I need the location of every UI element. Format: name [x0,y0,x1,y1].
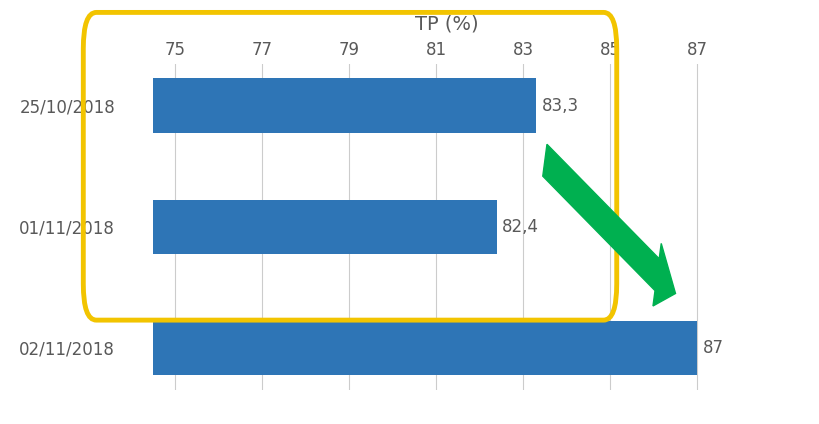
Text: 83,3: 83,3 [541,97,578,115]
X-axis label: TP (%): TP (%) [414,14,478,33]
FancyArrow shape [542,144,675,306]
Bar [153,200,496,254]
Bar [153,321,696,375]
Text: 87: 87 [702,339,722,357]
Text: 82,4: 82,4 [501,218,539,236]
Bar [153,78,536,133]
